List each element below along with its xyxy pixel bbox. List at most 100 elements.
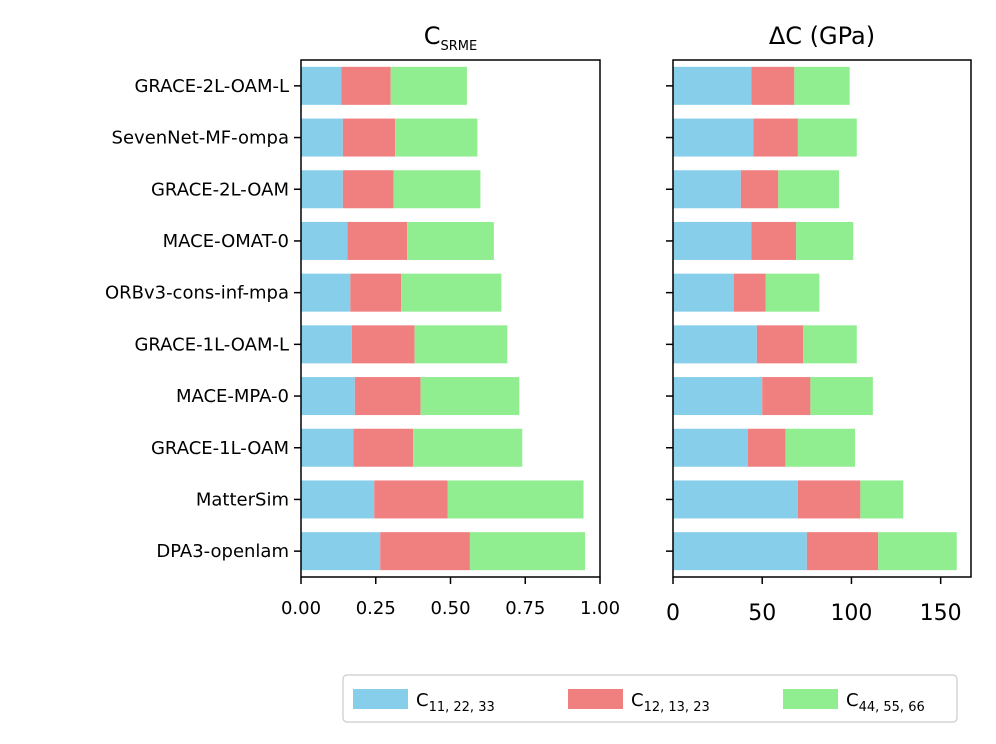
bar-delta-c-sevennet-mf-ompa-c11-22-33 bbox=[673, 118, 754, 157]
bar-delta-c-grace-2l-oam-l-c12-13-23 bbox=[751, 66, 795, 105]
bar-delta-c-dpa3-openlam-c11-22-33 bbox=[673, 532, 807, 571]
bar-delta-c-mace-mpa-0-c11-22-33 bbox=[673, 377, 763, 416]
bar-delta-c-grace-1l-oam-l-c44-55-66 bbox=[803, 325, 857, 364]
legend-frame bbox=[342, 674, 958, 723]
bar-csrme-sevennet-mf-ompa-c11-22-33 bbox=[301, 118, 343, 157]
bar-delta-c-orbv3-cons-inf-mpa-c11-22-33 bbox=[673, 273, 734, 312]
bar-delta-c-dpa3-openlam-c44-55-66 bbox=[878, 532, 957, 571]
x-tick-label-delta-c: 50 bbox=[748, 601, 776, 626]
bar-csrme-mace-mpa-0-c44-55-66 bbox=[420, 377, 520, 416]
legend-label-2: C12, 13, 23 bbox=[631, 690, 710, 715]
y-tick-label-grace-2l-oam-l: GRACE-2L-OAM-L bbox=[134, 76, 289, 97]
bar-csrme-orbv3-cons-inf-mpa-c11-22-33 bbox=[301, 273, 351, 312]
bar-csrme-mace-omat-0-c44-55-66 bbox=[407, 221, 494, 260]
legend: C11, 22, 33 C12, 13, 23 C44, 55, 66 bbox=[342, 674, 958, 723]
y-tick-label-mace-omat-0: MACE-OMAT-0 bbox=[163, 231, 289, 252]
bar-delta-c-mace-omat-0-c11-22-33 bbox=[673, 221, 752, 260]
bar-csrme-mace-mpa-0-c11-22-33 bbox=[301, 377, 355, 416]
bar-csrme-mace-omat-0-c11-22-33 bbox=[301, 221, 348, 260]
x-tick-label-csrme: 0.50 bbox=[430, 598, 470, 619]
bar-delta-c-dpa3-openlam-c12-13-23 bbox=[806, 532, 879, 571]
bar-delta-c-grace-2l-oam-c44-55-66 bbox=[778, 170, 839, 209]
bar-delta-c-mace-mpa-0-c44-55-66 bbox=[810, 377, 873, 416]
legend-swatch-3 bbox=[783, 689, 838, 709]
bar-delta-c-grace-2l-oam-l-c11-22-33 bbox=[673, 66, 752, 105]
bar-csrme-grace-1l-oam-l-c12-13-23 bbox=[351, 325, 415, 364]
bar-csrme-grace-1l-oam-l-c44-55-66 bbox=[414, 325, 508, 364]
bar-csrme-grace-2l-oam-c11-22-33 bbox=[301, 170, 343, 209]
bar-delta-c-grace-1l-oam-l-c12-13-23 bbox=[756, 325, 804, 364]
axes-frame-csrme bbox=[300, 59, 601, 578]
bar-csrme-grace-1l-oam-c12-13-23 bbox=[353, 428, 414, 467]
legend-swatch-1 bbox=[353, 689, 408, 709]
y-axis-categories: GRACE-2L-OAM-L SevenNet-MF-ompa GRACE-2L-O… bbox=[105, 76, 301, 562]
bar-delta-c-grace-2l-oam-c12-13-23 bbox=[740, 170, 779, 209]
bar-delta-c-orbv3-cons-inf-mpa-c44-55-66 bbox=[765, 273, 820, 312]
y-tick-label-grace-1l-oam: GRACE-1L-OAM bbox=[151, 438, 289, 459]
bar-delta-c-grace-1l-oam-c12-13-23 bbox=[747, 428, 786, 467]
x-tick-label-csrme: 0.75 bbox=[505, 598, 545, 619]
x-axis-csrme: 0.00 0.25 0.50 0.75 1.00 bbox=[281, 577, 620, 619]
bar-csrme-dpa3-openlam-c11-22-33 bbox=[301, 532, 381, 571]
panel-delta-c: ΔC (GPa) 0 50 100 150 bbox=[666, 22, 972, 626]
x-tick-label-delta-c: 0 bbox=[666, 601, 680, 626]
legend-swatch-2 bbox=[568, 689, 623, 709]
bar-csrme-mattersim-c12-13-23 bbox=[374, 480, 448, 519]
bar-delta-c-mace-omat-0-c44-55-66 bbox=[796, 221, 854, 260]
bar-csrme-orbv3-cons-inf-mpa-c44-55-66 bbox=[401, 273, 502, 312]
bar-delta-c-sevennet-mf-ompa-c12-13-23 bbox=[753, 118, 798, 157]
bars-csrme bbox=[301, 66, 586, 571]
bar-csrme-mace-mpa-0-c12-13-23 bbox=[354, 377, 421, 416]
bar-delta-c-grace-2l-oam-c11-22-33 bbox=[673, 170, 741, 209]
bar-csrme-grace-2l-oam-l-c44-55-66 bbox=[390, 66, 467, 105]
y-tick-label-dpa3-openlam: DPA3-openlam bbox=[156, 541, 289, 562]
bar-csrme-dpa3-openlam-c44-55-66 bbox=[469, 532, 586, 571]
bar-delta-c-orbv3-cons-inf-mpa-c12-13-23 bbox=[733, 273, 766, 312]
x-tick-label-delta-c: 100 bbox=[830, 601, 872, 626]
bar-delta-c-grace-1l-oam-l-c11-22-33 bbox=[673, 325, 757, 364]
panel-title-delta-c: ΔC (GPa) bbox=[769, 22, 875, 50]
x-tick-label-csrme: 0.00 bbox=[281, 598, 321, 619]
x-tick-label-delta-c: 150 bbox=[920, 601, 962, 626]
bar-delta-c-mattersim-c11-22-33 bbox=[673, 480, 798, 519]
panel-csrme: CSRME GRACE-2L-OAM-LSevenNet-MF-ompaGRAC… bbox=[105, 22, 620, 619]
bar-delta-c-mattersim-c44-55-66 bbox=[860, 480, 904, 519]
bar-delta-c-grace-1l-oam-c44-55-66 bbox=[785, 428, 856, 467]
y-tick-label-mace-mpa-0: MACE-MPA-0 bbox=[176, 386, 289, 407]
bar-csrme-grace-2l-oam-l-c12-13-23 bbox=[341, 66, 391, 105]
bar-csrme-mattersim-c44-55-66 bbox=[447, 480, 584, 519]
y-tick-label-sevennet-mf-ompa: SevenNet-MF-ompa bbox=[112, 128, 289, 149]
bar-csrme-grace-1l-oam-c44-55-66 bbox=[413, 428, 523, 467]
legend-label-1: C11, 22, 33 bbox=[416, 690, 495, 715]
bar-csrme-orbv3-cons-inf-mpa-c12-13-23 bbox=[350, 273, 402, 312]
legend-label-3: C44, 55, 66 bbox=[846, 690, 925, 715]
bar-delta-c-grace-1l-oam-c11-22-33 bbox=[673, 428, 748, 467]
y-tick-label-orbv3-cons-inf-mpa: ORBv3-cons-inf-mpa bbox=[105, 283, 289, 304]
y-axis-ticks-right bbox=[666, 85, 673, 552]
bar-delta-c-sevennet-mf-ompa-c44-55-66 bbox=[797, 118, 857, 157]
bar-csrme-mace-omat-0-c12-13-23 bbox=[347, 221, 408, 260]
bar-csrme-grace-1l-oam-l-c11-22-33 bbox=[301, 325, 352, 364]
y-tick-label-mattersim: MatterSim bbox=[196, 489, 289, 510]
y-tick-label-grace-1l-oam-l: GRACE-1L-OAM-L bbox=[134, 334, 289, 355]
bars-delta-c bbox=[673, 66, 957, 571]
bar-csrme-sevennet-mf-ompa-c12-13-23 bbox=[342, 118, 396, 157]
x-axis-delta-c: 0 50 100 150 bbox=[666, 577, 962, 626]
bar-csrme-grace-1l-oam-c11-22-33 bbox=[301, 428, 354, 467]
bar-csrme-grace-2l-oam-c12-13-23 bbox=[342, 170, 394, 209]
x-tick-label-csrme: 1.00 bbox=[580, 598, 620, 619]
bar-csrme-grace-2l-oam-l-c11-22-33 bbox=[301, 66, 342, 105]
y-tick-label-grace-2l-oam: GRACE-2L-OAM bbox=[151, 179, 289, 200]
bar-delta-c-mattersim-c12-13-23 bbox=[797, 480, 861, 519]
bar-delta-c-mace-mpa-0-c12-13-23 bbox=[762, 377, 811, 416]
bar-delta-c-grace-2l-oam-l-c44-55-66 bbox=[794, 66, 850, 105]
x-tick-label-csrme: 0.25 bbox=[356, 598, 396, 619]
bar-csrme-mattersim-c11-22-33 bbox=[301, 480, 375, 519]
bar-csrme-grace-2l-oam-c44-55-66 bbox=[393, 170, 481, 209]
axes-frame-delta-c bbox=[672, 59, 972, 578]
bar-csrme-dpa3-openlam-c12-13-23 bbox=[380, 532, 470, 571]
bar-csrme-sevennet-mf-ompa-c44-55-66 bbox=[395, 118, 478, 157]
panel-title-csrme: CSRME bbox=[424, 22, 477, 54]
bar-delta-c-mace-omat-0-c12-13-23 bbox=[751, 221, 797, 260]
